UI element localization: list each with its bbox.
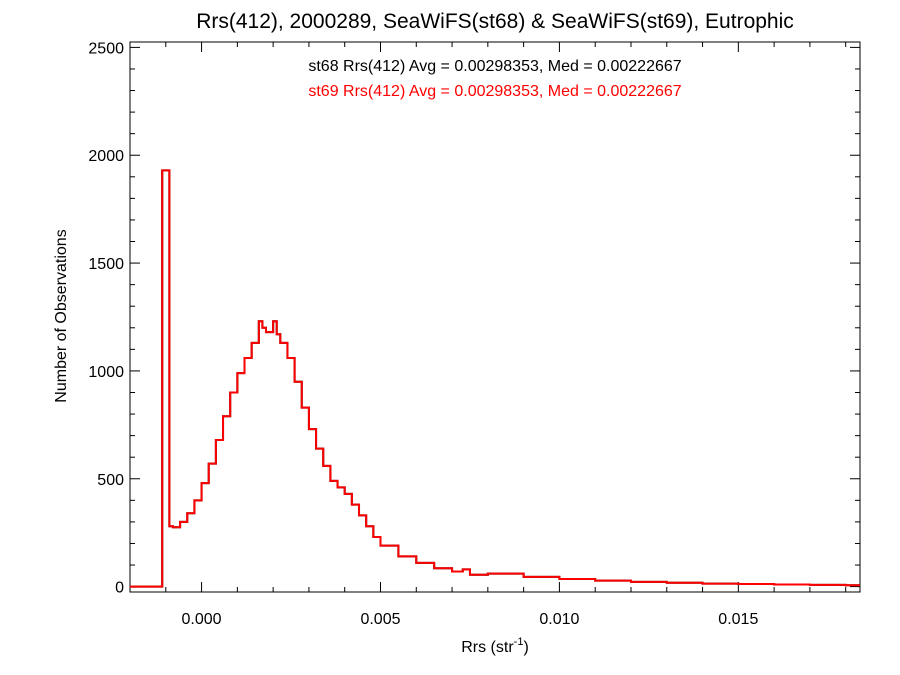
y-tick-label: 2500 [88, 40, 124, 57]
stats-annotation-2: st69 Rrs(412) Avg = 0.00298353, Med = 0.… [308, 83, 681, 100]
stats-annotation-1: st68 Rrs(412) Avg = 0.00298353, Med = 0.… [308, 58, 681, 75]
x-axis-label-superscript: -1 [514, 636, 524, 648]
y-tick-label: 2000 [88, 148, 124, 165]
chart-title: Rrs(412), 2000289, SeaWiFS(st68) & SeaWi… [196, 10, 794, 33]
y-tick-label: 500 [97, 472, 124, 489]
annotations: st68 Rrs(412) Avg = 0.00298353, Med = 0.… [308, 58, 681, 100]
y-axis: 0 500 1000 1500 2000 2500 [88, 40, 860, 597]
x-tick-label: 0.010 [539, 611, 579, 628]
y-axis-label: Number of Observations [53, 229, 70, 402]
series-st68-line [130, 169, 860, 588]
series-st69-line [130, 169, 860, 588]
series-layer [130, 169, 860, 588]
y-tick-label: 1000 [88, 364, 124, 381]
y-tick-label: 1500 [88, 256, 124, 273]
plot-frame [129, 41, 861, 593]
x-tick-label: 0.005 [360, 611, 400, 628]
y-tick-label: 0 [115, 580, 124, 597]
x-tick-label: 0.015 [718, 611, 758, 628]
plot-border [129, 41, 861, 593]
x-tick-label: 0.000 [182, 611, 222, 628]
x-axis-label-close: ) [523, 639, 528, 656]
x-axis: 0.000 0.005 0.010 0.015 [129, 42, 847, 628]
x-axis-label: Rrs (str-1) [461, 636, 529, 656]
x-axis-label-main: Rrs (str [461, 639, 514, 656]
